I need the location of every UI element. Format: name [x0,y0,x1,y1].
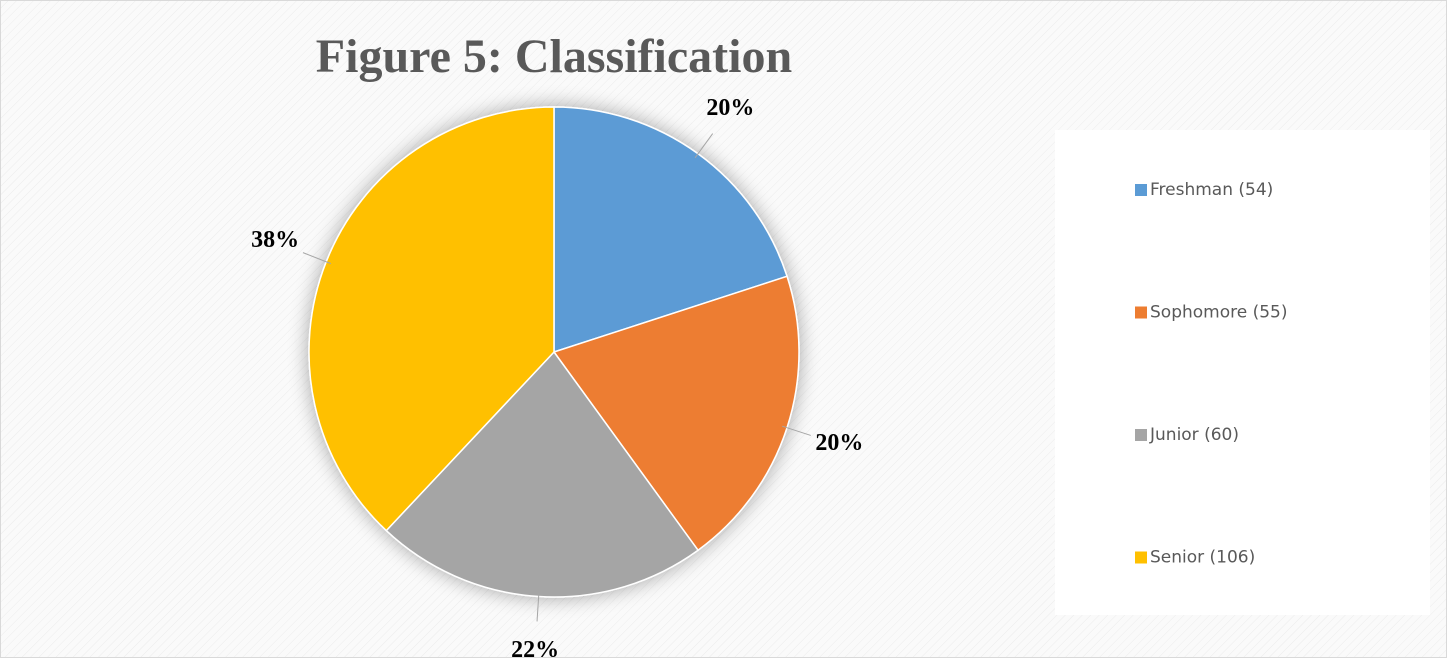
leader-line [536,591,540,622]
legend-swatch [1135,551,1147,564]
data-label: 20% [706,95,754,121]
legend-label: Senior (106) [1150,548,1255,568]
leader-line [694,133,714,159]
legend-swatch [1135,429,1147,441]
leader-line [782,425,811,436]
chart-title: Figure 5: Classification [316,30,792,83]
pie [308,106,800,598]
data-label: 38% [251,227,299,253]
legend-swatch [1135,184,1147,196]
leader-line [302,252,332,265]
legend-label: Freshman (54) [1150,180,1273,200]
legend-label: Junior (60) [1149,425,1239,445]
legend-box [1055,130,1430,615]
legend-label: Sophomore (55) [1150,303,1288,323]
data-label: 22% [511,637,559,658]
legend-swatch [1135,306,1147,319]
data-label: 20% [815,430,863,456]
